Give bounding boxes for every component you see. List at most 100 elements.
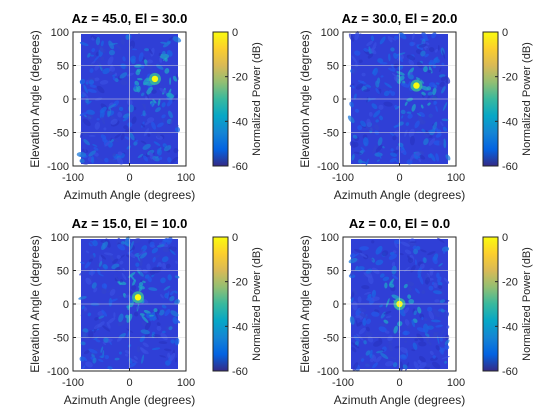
- heatmap-texture: [363, 89, 371, 92]
- heatmap-texture: [156, 325, 162, 331]
- heatmap-texture: [125, 34, 130, 41]
- heatmap-texture: [413, 153, 419, 160]
- heatmap-texture: [371, 49, 377, 55]
- heatmap-texture: [89, 84, 97, 88]
- heatmap-texture: [98, 260, 103, 267]
- heatmap-texture: [120, 133, 125, 141]
- colorbar-tick-label: -40: [232, 321, 248, 333]
- heatmap-texture: [156, 322, 161, 326]
- heatmap-texture: [171, 62, 174, 67]
- heatmap-texture: [172, 36, 182, 43]
- heatmap-texture: [429, 350, 434, 356]
- heatmap-texture: [79, 158, 85, 164]
- x-axis-label: Azimuth Angle (degrees): [334, 393, 465, 407]
- heatmap-texture: [348, 33, 355, 42]
- heatmap-texture: [136, 85, 141, 93]
- heatmap-texture: [127, 249, 134, 255]
- heatmap-texture: [101, 283, 108, 289]
- heatmap-texture: [359, 246, 369, 251]
- heatmap-texture: [97, 267, 101, 275]
- heatmap-texture: [122, 56, 126, 62]
- heatmap-texture: [432, 355, 436, 359]
- heatmap-texture: [133, 141, 138, 146]
- heatmap-texture: [441, 118, 449, 122]
- heatmap-field: [347, 30, 451, 166]
- heatmap-texture: [442, 102, 448, 111]
- heatmap-texture: [443, 277, 450, 284]
- heatmap-texture: [124, 350, 130, 354]
- x-tick-label: -100: [62, 172, 84, 184]
- heatmap-texture: [428, 138, 436, 146]
- heatmap-texture: [432, 290, 443, 295]
- heatmap-texture: [404, 319, 410, 326]
- heatmap-texture: [358, 97, 363, 100]
- colorbar-label: Normalized Power (dB): [251, 42, 263, 156]
- heatmap-texture: [100, 346, 104, 353]
- heatmap-texture: [408, 298, 415, 304]
- heatmap-texture: [394, 239, 401, 245]
- heatmap-texture: [373, 110, 381, 118]
- heatmap-texture: [134, 33, 141, 41]
- heatmap-texture: [85, 98, 89, 104]
- heatmap-texture: [427, 251, 436, 256]
- heatmap-texture: [160, 332, 168, 341]
- x-tick-label: -100: [332, 377, 354, 389]
- heatmap-texture: [388, 340, 393, 344]
- heatmap-texture: [119, 279, 124, 283]
- subplot-title: Az = 45.0, El = 30.0: [72, 11, 188, 26]
- heatmap-texture: [354, 108, 360, 113]
- heatmap-texture: [383, 310, 392, 315]
- heatmap-texture: [375, 144, 383, 153]
- heatmap-texture: [107, 286, 115, 294]
- heatmap-texture: [124, 353, 129, 357]
- heatmap-texture: [88, 348, 98, 354]
- heatmap-texture: [93, 348, 100, 352]
- heatmap-texture: [92, 240, 98, 247]
- heatmap-texture: [160, 277, 166, 284]
- heatmap-texture: [377, 137, 383, 146]
- y-tick-label: 50: [327, 61, 339, 73]
- heatmap-texture: [83, 144, 87, 153]
- heatmap-texture: [86, 100, 92, 105]
- y-tick-label: -100: [317, 161, 339, 173]
- heatmap-texture: [358, 33, 363, 39]
- heatmap-texture: [146, 263, 151, 271]
- heatmap-texture: [156, 148, 162, 156]
- heatmap-texture: [134, 139, 139, 143]
- heatmap-texture: [169, 77, 172, 85]
- heatmap-texture: [107, 317, 116, 324]
- heatmap-texture: [86, 109, 95, 115]
- heatmap-texture: [437, 237, 445, 243]
- heatmap-texture: [368, 111, 373, 117]
- y-tick-label: -50: [323, 333, 339, 345]
- heatmap-texture: [363, 340, 367, 345]
- heatmap-texture: [391, 265, 397, 275]
- heatmap-texture: [442, 126, 448, 132]
- heatmap-texture: [167, 274, 172, 281]
- heatmap-texture: [379, 273, 385, 278]
- heatmap-texture: [140, 347, 144, 351]
- heatmap-texture: [437, 285, 443, 289]
- heatmap-texture: [407, 113, 413, 119]
- heatmap-texture: [117, 280, 127, 286]
- y-tick-label: 50: [327, 266, 339, 278]
- x-axis-label: Azimuth Angle (degrees): [64, 188, 195, 202]
- heatmap-texture: [437, 276, 442, 283]
- heatmap-texture: [365, 318, 372, 325]
- heatmap-texture: [416, 327, 426, 333]
- heatmap-texture: [143, 128, 150, 137]
- heatmap-texture: [440, 76, 446, 82]
- heatmap-texture: [379, 115, 384, 121]
- heatmap-texture: [159, 57, 163, 64]
- heatmap-texture: [384, 361, 394, 367]
- heatmap-texture: [411, 33, 415, 41]
- heatmap-texture: [129, 240, 134, 251]
- heatmap-texture: [135, 262, 140, 267]
- heatmap-texture: [441, 355, 450, 360]
- heatmap-texture: [421, 128, 426, 133]
- heatmap-texture: [408, 128, 415, 138]
- heatmap-texture: [416, 246, 421, 250]
- heatmap-texture: [371, 103, 378, 110]
- heatmap-texture: [399, 308, 406, 317]
